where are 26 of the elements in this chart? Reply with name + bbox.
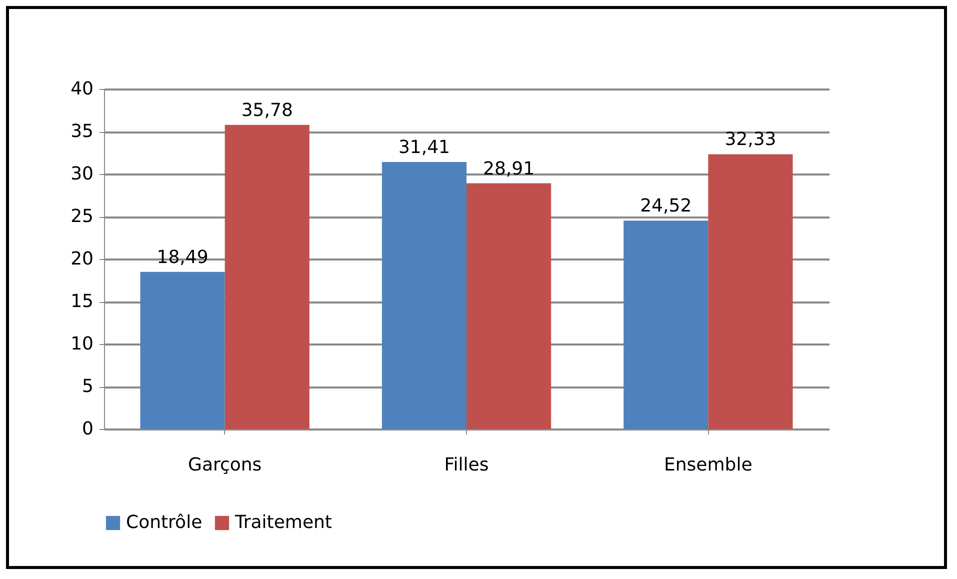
y-tick-label: 25 bbox=[70, 206, 94, 227]
bar bbox=[382, 162, 466, 429]
data-label: 32,33 bbox=[724, 129, 776, 150]
bar bbox=[224, 124, 310, 429]
data-label: 31,41 bbox=[398, 137, 450, 158]
data-label: 24,52 bbox=[640, 196, 692, 217]
legend-label: Contrôle bbox=[126, 512, 202, 533]
y-tick-label: 15 bbox=[70, 291, 94, 312]
bar bbox=[708, 154, 793, 429]
y-tick-label: 20 bbox=[70, 248, 94, 270]
bar bbox=[624, 220, 708, 429]
data-label: 28,91 bbox=[483, 158, 535, 180]
x-tick-label: Garçons bbox=[188, 454, 262, 476]
data-label: 18,49 bbox=[156, 246, 208, 268]
legend-label: Traitement bbox=[234, 512, 332, 533]
data-label: 35,78 bbox=[241, 100, 293, 121]
y-tick-label: 5 bbox=[82, 376, 94, 397]
y-tick-label: 30 bbox=[70, 164, 94, 184]
y-tick-label: 10 bbox=[70, 334, 94, 354]
y-tick-label: 0 bbox=[82, 418, 94, 440]
bar bbox=[140, 272, 225, 429]
y-tick-label: 40 bbox=[70, 78, 94, 100]
x-tick-label: Filles bbox=[444, 454, 489, 476]
bar bbox=[466, 183, 552, 429]
y-tick-label: 35 bbox=[70, 121, 94, 142]
x-tick-label: Ensemble bbox=[664, 454, 752, 476]
